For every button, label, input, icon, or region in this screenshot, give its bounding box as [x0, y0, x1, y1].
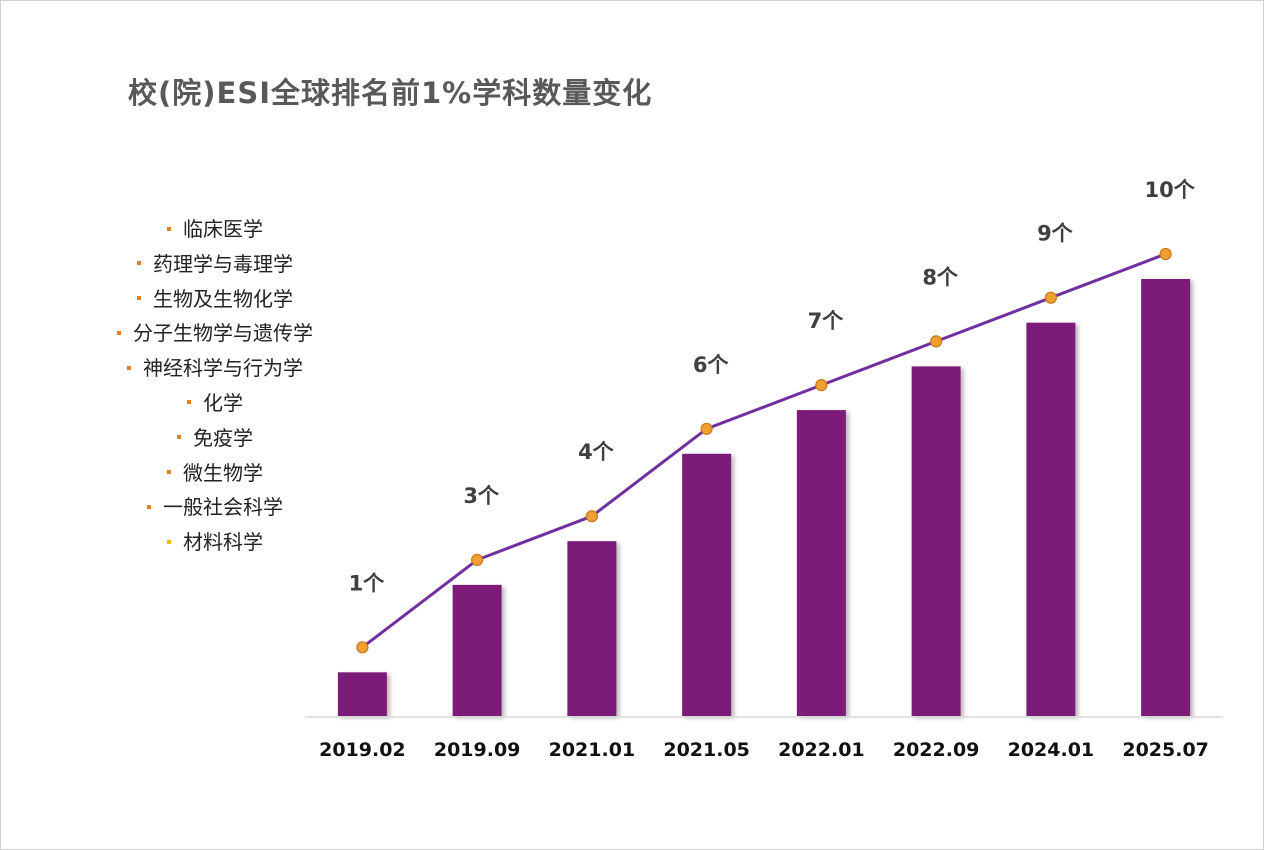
legend: 临床医学药理学与毒理学 生物及生物化学 分子生物学与遗传学 神经科学与行为学 化学免疫学… [40, 212, 390, 560]
data-label: 3个 [463, 484, 500, 508]
x-tick-label: 2021.01 [549, 739, 636, 761]
legend-bullet-icon [127, 365, 131, 370]
legend-item-label: 化学 [203, 390, 243, 415]
legend-item: 分子生物学与遗传学 [40, 316, 390, 351]
x-tick-label: 2021.05 [663, 739, 750, 761]
bar [1026, 322, 1076, 716]
bar [567, 541, 617, 716]
legend-item: 临床医学 [40, 212, 390, 247]
legend-bullet-icon [167, 539, 171, 544]
bar [337, 672, 387, 716]
legend-item-label: 材料科学 [183, 530, 263, 555]
x-tick-label: 2019.09 [434, 739, 521, 761]
legend-item-label: 药理学与毒理学 [153, 251, 293, 276]
data-label: 9个 [1037, 222, 1074, 246]
legend-bullet-icon [137, 296, 141, 301]
legend-item: 一般社会科学 [40, 490, 390, 525]
bar [911, 366, 961, 716]
legend-bullet-icon [177, 435, 181, 440]
data-label: 4个 [578, 440, 615, 464]
bar [796, 410, 846, 716]
bar [452, 584, 502, 716]
data-point [471, 553, 484, 567]
data-point [585, 510, 598, 523]
legend-item: 微生物学 [40, 456, 390, 491]
legend-bullet-icon [137, 261, 141, 266]
data-label: 7个 [808, 309, 845, 333]
legend-item-label: 分子生物学与遗传学 [133, 321, 313, 346]
data-label: 1个 [349, 571, 386, 595]
bar [1141, 279, 1191, 716]
series-line [361, 252, 1167, 649]
data-label: 6个 [693, 353, 730, 377]
data-label: 8个 [922, 265, 959, 289]
legend-item-label: 免疫学 [193, 425, 253, 450]
legend-item-label: 神经科学与行为学 [143, 356, 303, 381]
data-point [930, 335, 943, 348]
data-point [356, 641, 369, 654]
chart-title: 校(院)ESI全球排名前1%学科数量变化 [128, 76, 653, 110]
legend-item: 免疫学 [40, 421, 390, 456]
legend-bullet-icon [117, 330, 121, 335]
x-tick-label: 2022.09 [893, 739, 980, 761]
legend-bullet-icon [167, 470, 171, 475]
x-tick-label: 2024.01 [1008, 739, 1095, 761]
x-tick-label: 2025.07 [1122, 739, 1209, 761]
data-point [1159, 247, 1172, 261]
legend-item: 生物及生物化学 [40, 282, 390, 317]
data-label: 10个 [1145, 178, 1196, 202]
legend-item-label: 微生物学 [183, 460, 263, 485]
legend-item-label: 一般社会科学 [163, 495, 283, 520]
legend-item: 化学 [40, 386, 390, 421]
data-point [1044, 291, 1057, 304]
bar [682, 453, 732, 716]
x-tick-label: 2022.01 [778, 739, 865, 761]
legend-bullet-icon [187, 400, 191, 405]
legend-item-label: 生物及生物化学 [153, 286, 293, 311]
legend-item: 材料科学 [40, 525, 390, 560]
legend-item-label: 临床医学 [183, 217, 263, 241]
legend-item: 神经科学与行为学 [40, 351, 390, 386]
legend-bullet-icon [167, 226, 171, 231]
x-tick-label: 2019.02 [319, 739, 406, 761]
data-point [815, 379, 828, 392]
legend-bullet-icon [147, 504, 151, 509]
legend-item: 药理学与毒理学 [40, 247, 390, 282]
data-point [700, 422, 713, 435]
